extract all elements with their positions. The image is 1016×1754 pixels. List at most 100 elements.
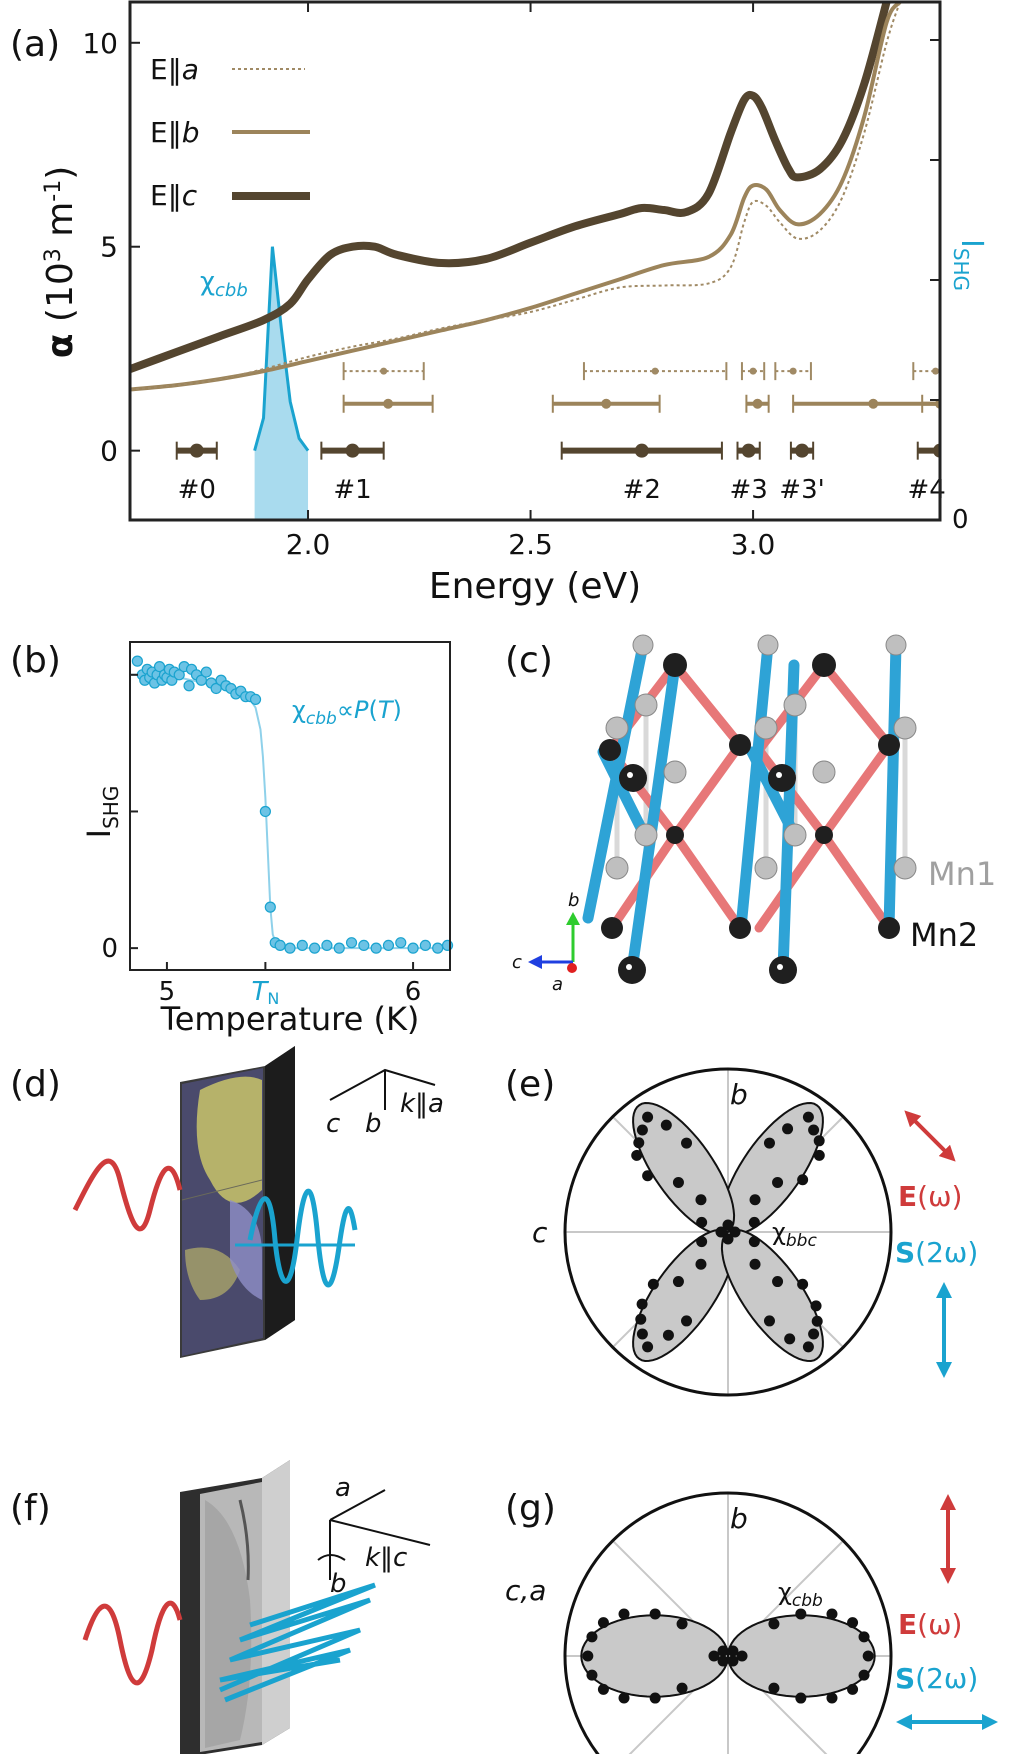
polar-data-point [858,1669,870,1681]
e-field-label-e: E(ω) [898,1180,962,1213]
crystal-structure [582,634,917,984]
polar-data-point [811,1315,823,1327]
panel-d: (d) c b k‖a [10,1046,444,1358]
shg-wave-d [247,1188,358,1288]
polar-data-point [647,1278,659,1290]
polar-data-point [582,1650,594,1662]
polar-data-point [808,1328,820,1340]
panel-e: (e) b c χbbc E(ω) S(2ω) [505,1064,978,1397]
polar-data-point [635,1313,647,1325]
x-tick-label: 2.0 [286,528,331,561]
annotation-chi-p: χcbb∝P(T) [292,696,402,729]
polar-data-point [795,1692,807,1704]
data-point [131,655,143,667]
polar-data-point [696,1236,708,1248]
polar-data-point [722,1219,734,1231]
label-mn1: Mn1 [928,855,996,893]
polarization-legend-e: E(ω) S(2ω) [895,1110,978,1378]
polar-data-point [642,1341,654,1353]
polar-lobe [580,1614,730,1698]
y-tick-label: 10 [82,27,118,60]
e-field-arrow-e [904,1110,956,1162]
incident-wave-d [72,1158,183,1232]
polar-data-point [672,1276,684,1288]
polar-data-point [631,1149,643,1161]
panel-label-d: (d) [10,1064,61,1105]
polar-data-point [696,1216,708,1228]
data-point [358,939,370,952]
data-point [432,942,444,954]
axes-f: a b k‖c [317,1473,431,1599]
polar-data-point [802,1111,814,1123]
error-bar-center [601,398,612,409]
plot-b-frame [129,641,451,971]
e-field-label-g: E(ω) [898,1608,962,1641]
error-bar-center [933,443,940,458]
data-point [382,939,395,952]
legend-label-ea: E‖a [150,53,199,86]
mode-label: #3' [779,475,824,505]
polar-e-axis-c: c [532,1216,548,1249]
polar-data-point [642,1170,654,1182]
polar-lobe [720,1101,824,1236]
sample-slab-f [180,1460,290,1754]
polar-data-point [813,1135,825,1147]
polar-data-point [597,1683,609,1695]
polar-data-point [676,1682,688,1694]
polar-data-point [749,1258,761,1270]
data-point [183,680,195,692]
polar-data-point [695,1194,707,1206]
polar-data-point [708,1650,720,1662]
polar-data-point [826,1608,838,1620]
polar-data-point [862,1650,874,1662]
error-bar-center [634,443,649,458]
legend-label-ec: E‖c [150,179,198,212]
chi-peak-line [253,246,310,452]
series-line-eb [130,2,902,392]
x-tick-label: 2.5 [508,528,553,561]
polar-data-point [636,1298,648,1310]
axis-b-c: b [568,890,579,911]
mode-label: #3 [729,475,767,505]
polar-data-point [633,1137,645,1149]
data-point [441,939,454,952]
data-point [296,939,308,952]
data-point [309,942,321,954]
polar-data-point [802,1341,814,1353]
chi-peak-fill [254,246,309,520]
shg-wave-f [219,1582,376,1703]
polar-lobe [632,1228,736,1363]
data-point [259,805,271,818]
error-bar-center [741,443,756,458]
legend-label-eb: E‖b [150,116,199,149]
axis-b-d: b [365,1109,382,1139]
polar-data-point [808,1124,820,1136]
panel-label-f: (f) [10,1488,51,1529]
panel-f: (f) a b k‖c [10,1460,431,1754]
axes-triad-c: b c a [512,890,580,995]
polar-data-point [763,1137,775,1149]
polar-data-point [736,1650,748,1662]
error-bar-center [932,367,940,375]
polar-frame [563,1491,893,1754]
absorption-plot: #0 #1 #2 #3 #3' #4 [130,2,946,520]
data-point [419,939,431,952]
data-point [264,901,276,913]
polar-data-point [695,1258,707,1270]
polar-lobe [632,1101,736,1236]
polar-data-point [813,1149,825,1161]
polar-data-point [618,1608,630,1620]
data-point [395,937,407,949]
polar-data-point [810,1300,822,1312]
polar-data-point [618,1692,630,1704]
sample-slab-d [180,1046,295,1358]
x-tick-label: 6 [405,977,422,1007]
polar-data-point [795,1608,807,1620]
polar-data-point [662,1329,674,1341]
data-point [407,942,419,954]
data-point [284,942,296,954]
polar-data-point [636,1124,648,1136]
polar-data-point [847,1683,859,1695]
polar-g-axis-ca: c,a [505,1574,546,1607]
